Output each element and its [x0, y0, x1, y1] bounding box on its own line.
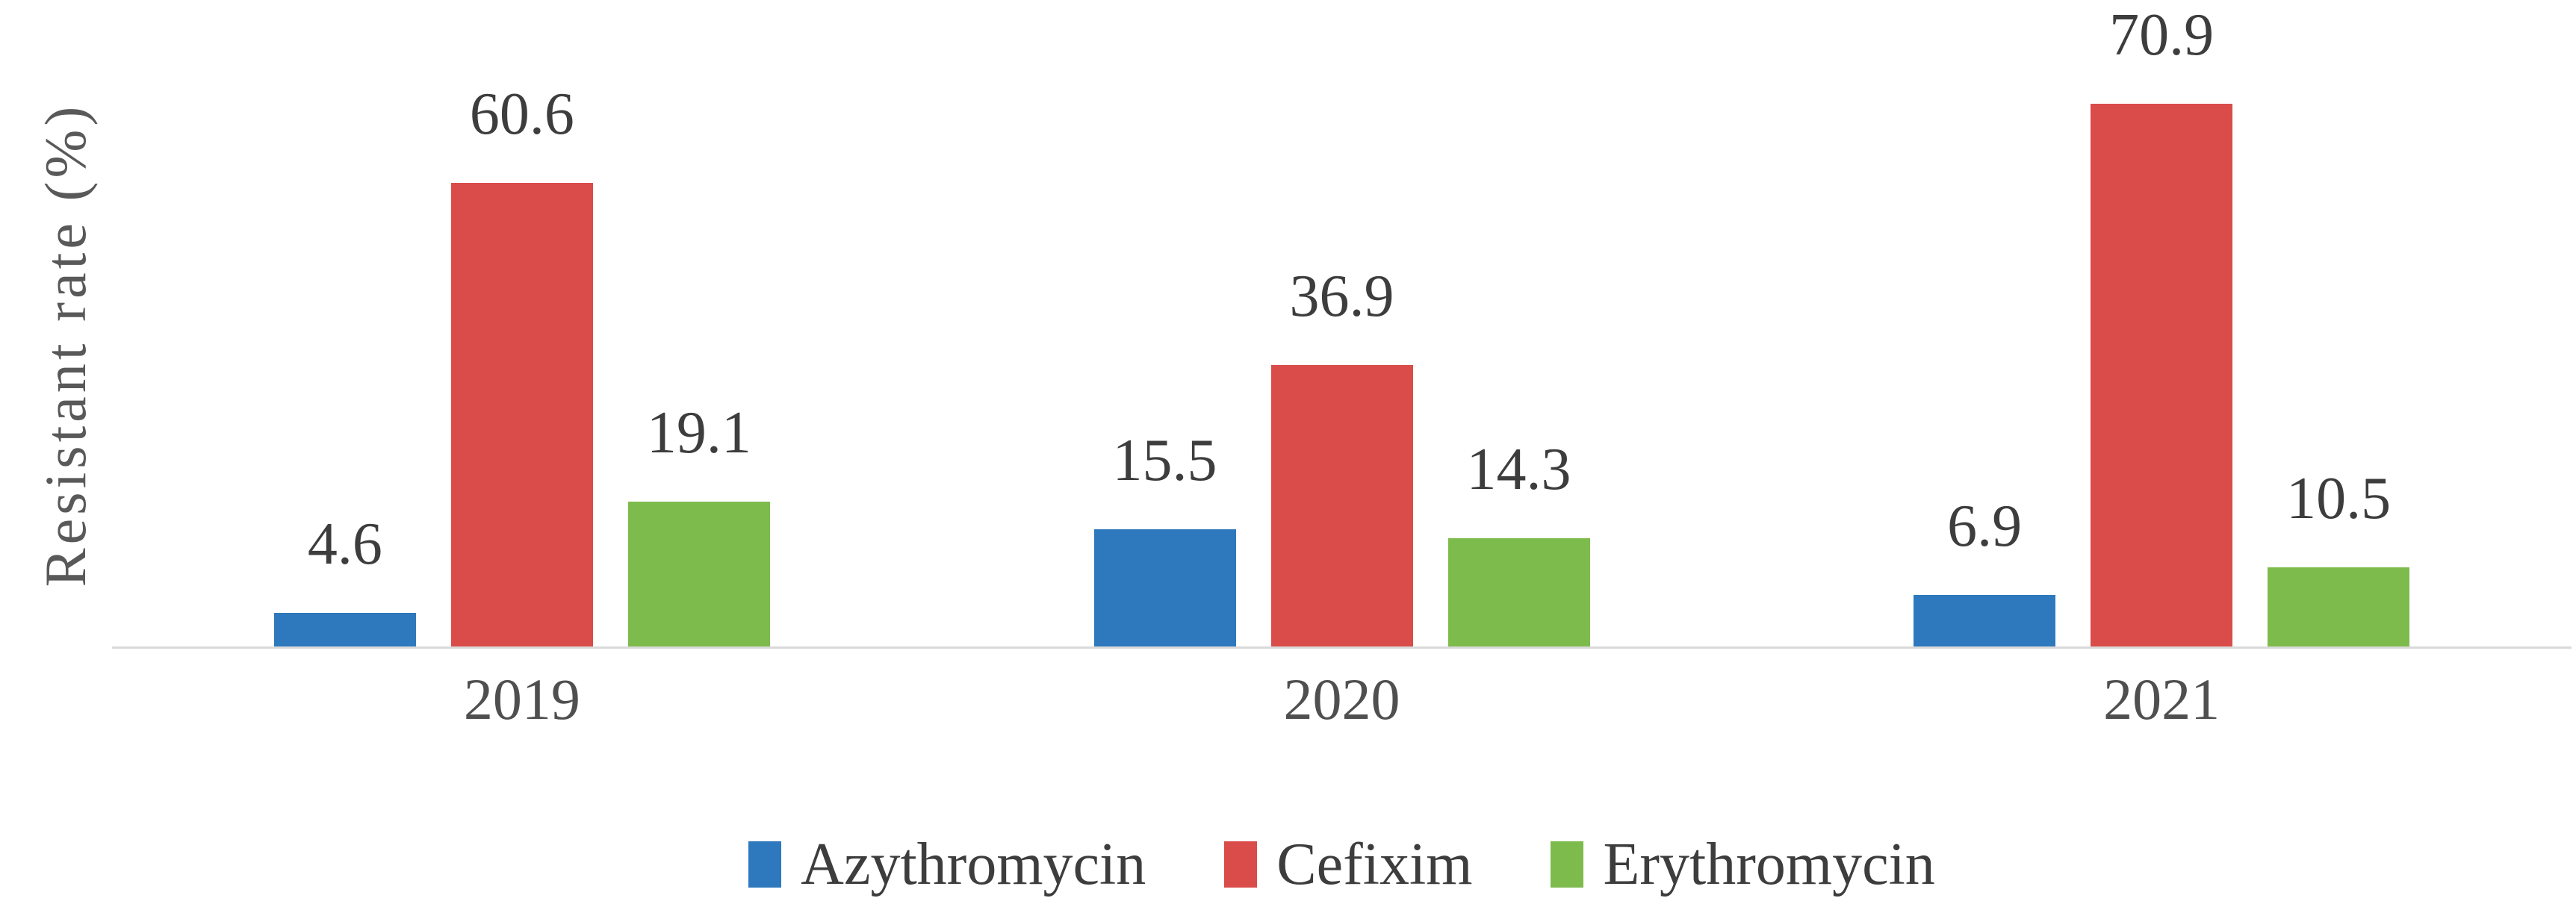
legend-swatch-erythromycin	[1551, 841, 1584, 888]
bar-cefixim-2019	[450, 183, 593, 648]
bar-value-label: 6.9	[1947, 493, 2023, 559]
bar-azythromycin-2019	[273, 613, 416, 648]
bar-erythromycin-2021	[2268, 567, 2410, 648]
bar-cell: 60.6	[450, 81, 593, 648]
legend-item-erythromycin: Erythromycin	[1551, 832, 1935, 897]
bar-cell: 6.9	[1914, 493, 2056, 648]
legend-label: Azythromycin	[801, 832, 1146, 897]
bar-azythromycin-2021	[1914, 595, 2056, 648]
bar-group-2021: 6.9 70.9 10.5	[1751, 0, 2572, 648]
legend: Azythromycin Cefixim Erythromycin	[112, 835, 2572, 894]
bar-value-label: 19.1	[646, 400, 751, 466]
bar-value-label: 10.5	[2286, 466, 2392, 532]
bar-cell: 15.5	[1093, 428, 1236, 648]
legend-label: Cefixim	[1276, 832, 1473, 897]
bar-value-label: 14.3	[1466, 437, 1571, 502]
bar-cell: 14.3	[1447, 437, 1590, 648]
legend-swatch-azythromycin	[748, 841, 782, 888]
bar-value-label: 15.5	[1112, 428, 1217, 493]
legend-label: Erythromycin	[1603, 832, 1935, 897]
bar-value-label: 4.6	[307, 511, 382, 577]
bar-cefixim-2021	[2091, 104, 2233, 648]
bar-azythromycin-2020	[1093, 529, 1236, 648]
bar-value-label: 70.9	[2109, 2, 2215, 68]
category-label-2021: 2021	[2103, 667, 2220, 732]
category-axis: 2019 2020 2021	[112, 670, 2572, 729]
category-label-2020: 2020	[1283, 667, 1400, 732]
y-axis-title: Resistant rate (%)	[33, 102, 98, 587]
x-axis-line	[112, 646, 2572, 649]
bar-group-2019: 4.6 60.6 19.1	[112, 0, 932, 648]
legend-swatch-cefixim	[1224, 841, 1258, 888]
category-label-2019: 2019	[463, 667, 580, 732]
bar-cell: 36.9	[1270, 264, 1413, 648]
bar-value-label: 60.6	[469, 81, 574, 147]
bar-groups: 4.6 60.6 19.1 15.5 36.9 14.3 6.9 70.9 10.5	[112, 0, 2572, 648]
bar-erythromycin-2020	[1447, 538, 1590, 648]
bar-value-label: 36.9	[1289, 264, 1394, 329]
bar-cefixim-2020	[1270, 365, 1413, 648]
bar-cell: 10.5	[2268, 466, 2410, 648]
legend-item-cefixim: Cefixim	[1224, 835, 1472, 894]
bar-cell: 70.9	[2091, 2, 2233, 648]
plot-area: 4.6 60.6 19.1 15.5 36.9 14.3 6.9 70.9 10.5	[112, 0, 2572, 648]
bar-group-2020: 15.5 36.9 14.3	[932, 0, 1752, 648]
bar-erythromycin-2019	[627, 502, 770, 648]
legend-item-azythromycin: Azythromycin	[748, 835, 1146, 894]
bar-cell: 4.6	[273, 511, 416, 648]
bar-cell: 19.1	[627, 400, 770, 648]
